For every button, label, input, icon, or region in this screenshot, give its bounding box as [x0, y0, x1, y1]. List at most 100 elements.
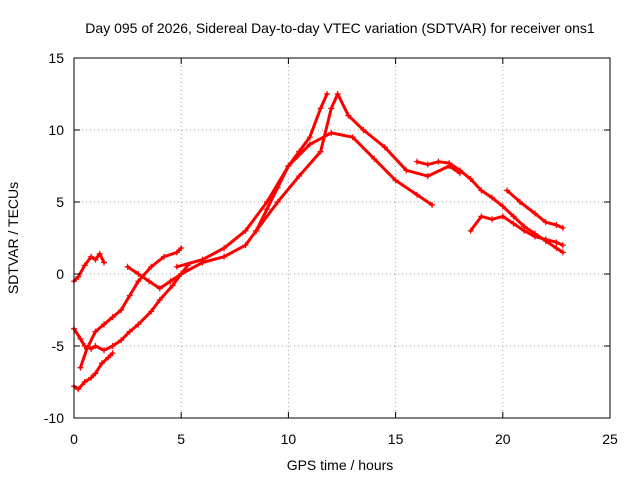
data-point [169, 282, 176, 289]
series-arc-d [78, 246, 183, 370]
data-point [328, 105, 335, 112]
data-point [199, 256, 206, 263]
data-point [135, 271, 142, 277]
data-point [173, 263, 180, 270]
data-point [221, 253, 228, 260]
data-point [242, 242, 249, 249]
data-point [542, 236, 549, 243]
data-point [499, 213, 506, 220]
data-point [81, 379, 88, 385]
series-arc-i [469, 214, 565, 247]
data-point [446, 160, 453, 167]
data-point [424, 161, 431, 168]
data-point [253, 227, 260, 234]
axis-ticks: 0 5 10 15 20 25 -10 -5 0 5 10 15 [44, 50, 618, 447]
x-tick-label: 20 [495, 431, 511, 447]
data-point [559, 249, 566, 256]
series-arc-f [175, 131, 434, 269]
data-point [478, 213, 485, 220]
data-point [510, 213, 517, 220]
data-point [306, 141, 313, 148]
data-point [178, 245, 185, 252]
data-point [156, 296, 163, 303]
data-point [478, 187, 485, 194]
data-point [221, 245, 228, 252]
data-point [424, 173, 431, 180]
data-point [81, 262, 88, 269]
data-point [92, 328, 99, 335]
data-point [306, 134, 313, 141]
data-point [146, 278, 153, 285]
data-point [101, 259, 108, 266]
data-point [135, 278, 142, 285]
data-point [489, 194, 496, 201]
data-point [429, 201, 436, 208]
data-point [75, 273, 82, 280]
y-tick-label: 0 [56, 266, 64, 282]
data-point [559, 242, 566, 249]
data-point [559, 224, 566, 231]
data-point [317, 105, 324, 112]
data-point [274, 199, 281, 205]
data-point [542, 219, 549, 226]
data-point [349, 134, 356, 141]
y-axis-label: SDTVAR / TECUs [5, 182, 21, 294]
chart-title: Day 095 of 2026, Sidereal Day-to-day VTE… [85, 20, 595, 36]
y-tick-label: 10 [48, 122, 64, 138]
data-point [109, 343, 116, 349]
data-point [148, 308, 155, 315]
y-tick-label: -10 [44, 410, 64, 426]
data-point [167, 278, 174, 285]
data-point [553, 222, 560, 229]
data-point [531, 210, 538, 217]
x-tick-label: 15 [388, 431, 404, 447]
x-tick-label: 25 [602, 431, 618, 447]
data-point [98, 360, 105, 367]
data-point [88, 374, 95, 381]
data-point [178, 271, 185, 277]
data-point [156, 285, 163, 292]
data-point [403, 167, 410, 174]
data-point [75, 386, 82, 393]
data-series [71, 91, 566, 393]
data-point [126, 328, 133, 335]
data-point [124, 263, 131, 270]
data-point [92, 256, 99, 263]
data-point [489, 216, 496, 223]
data-point [435, 158, 442, 165]
data-point [516, 199, 523, 205]
data-point [96, 250, 103, 257]
data-point [392, 177, 399, 184]
data-point [88, 253, 95, 260]
data-point [109, 314, 116, 321]
series-arc-g [254, 92, 462, 233]
data-point [101, 347, 108, 354]
y-tick-label: -5 [52, 338, 65, 354]
series-arc-j [505, 189, 565, 230]
data-point [328, 129, 335, 136]
data-point [510, 220, 517, 227]
data-point [414, 191, 421, 198]
data-point [414, 158, 421, 165]
series-arc-e [126, 92, 329, 290]
x-tick-label: 10 [281, 431, 297, 447]
data-point [263, 199, 270, 205]
data-point [499, 203, 506, 210]
data-point [381, 144, 388, 151]
data-point [118, 307, 125, 313]
data-point [371, 155, 378, 162]
data-point [105, 354, 112, 361]
data-point [77, 335, 84, 342]
y-tick-label: 5 [56, 194, 64, 210]
data-point [345, 112, 352, 119]
data-point [553, 239, 560, 246]
data-point [242, 227, 249, 234]
data-point [467, 175, 474, 182]
data-point [126, 292, 133, 299]
data-point [323, 91, 330, 97]
data-point [109, 350, 116, 357]
data-point [456, 167, 463, 174]
plot-frame [73, 57, 611, 419]
grid [74, 58, 610, 418]
